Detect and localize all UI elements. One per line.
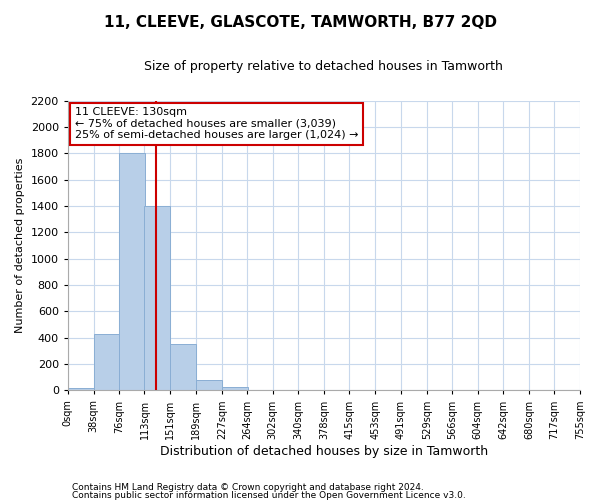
Bar xyxy=(119,154,145,390)
Bar xyxy=(196,380,222,390)
Text: 11 CLEEVE: 130sqm
← 75% of detached houses are smaller (3,039)
25% of semi-detac: 11 CLEEVE: 130sqm ← 75% of detached hous… xyxy=(74,107,358,140)
Bar xyxy=(68,388,94,390)
Text: Contains HM Land Registry data © Crown copyright and database right 2024.: Contains HM Land Registry data © Crown c… xyxy=(72,484,424,492)
X-axis label: Distribution of detached houses by size in Tamworth: Distribution of detached houses by size … xyxy=(160,444,488,458)
Bar xyxy=(170,344,196,391)
Bar xyxy=(145,206,170,390)
Title: Size of property relative to detached houses in Tamworth: Size of property relative to detached ho… xyxy=(145,60,503,73)
Y-axis label: Number of detached properties: Number of detached properties xyxy=(15,158,25,333)
Bar xyxy=(94,334,119,390)
Text: Contains public sector information licensed under the Open Government Licence v3: Contains public sector information licen… xyxy=(72,490,466,500)
Text: 11, CLEEVE, GLASCOTE, TAMWORTH, B77 2QD: 11, CLEEVE, GLASCOTE, TAMWORTH, B77 2QD xyxy=(104,15,497,30)
Bar xyxy=(222,387,248,390)
